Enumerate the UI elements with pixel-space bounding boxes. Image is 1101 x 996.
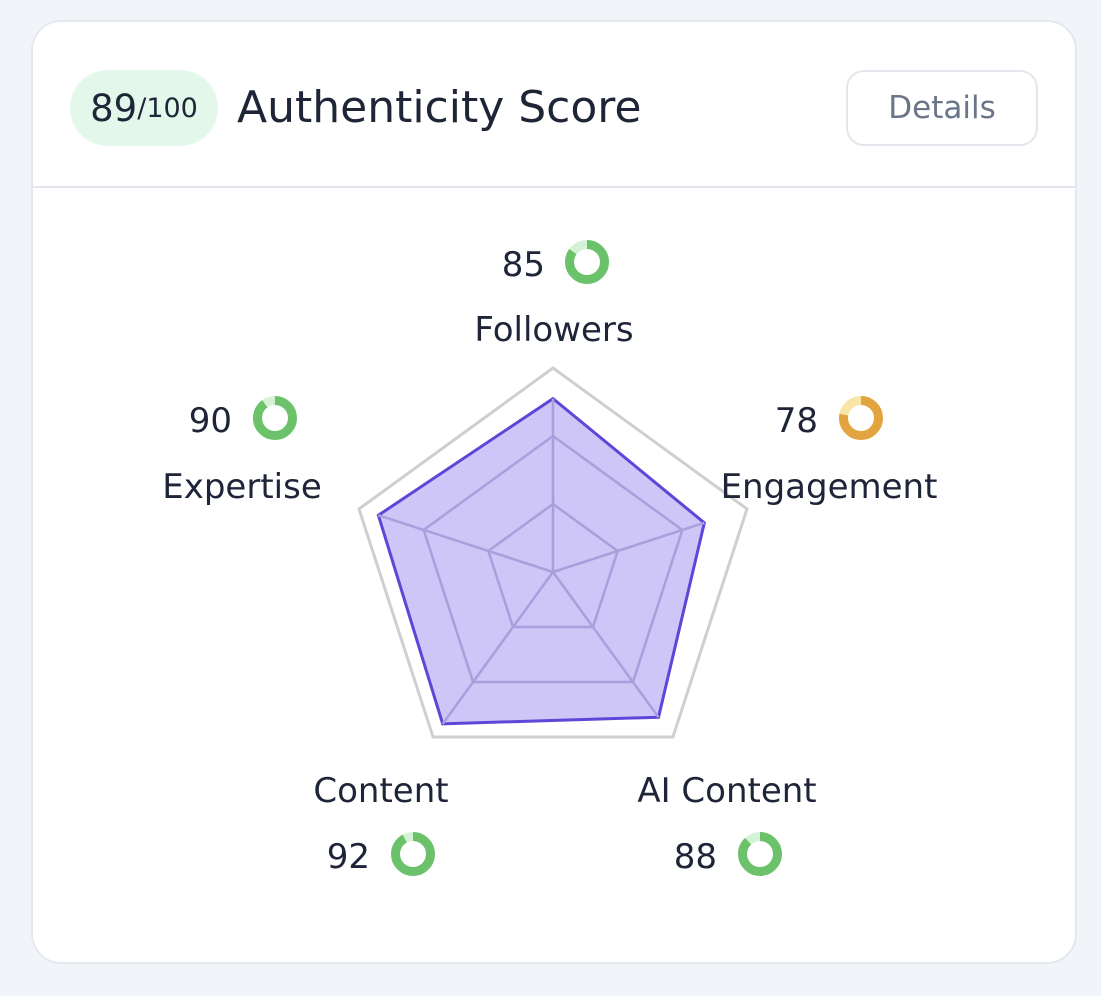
radar-ring [422, 434, 684, 684]
donut-progress [253, 396, 297, 440]
score-donut-icon [839, 396, 883, 440]
radar-axis-ai-content: AI Content 88 [637, 771, 816, 877]
axis-label-followers: Followers [474, 310, 633, 350]
score-donut-icon [565, 240, 609, 284]
radar-axis-engagement: Engagement 78 [721, 396, 938, 507]
axis-value-ai-content: 88 [674, 837, 717, 877]
radar-axis-content: Content 92 [313, 771, 448, 877]
donut-progress [565, 240, 609, 284]
radar-labels: Followers 85 Engagement 78 AI Content 88 Conte… [162, 240, 938, 877]
score-value: 89 [90, 86, 138, 130]
axis-label-content: Content [313, 771, 448, 811]
radar-spoke [377, 514, 554, 574]
radar-inner-grid [377, 398, 705, 725]
axis-value-followers: 85 [502, 245, 545, 285]
axis-label-expertise: Expertise [162, 467, 322, 507]
radar-spoke [441, 571, 555, 725]
authenticity-card: 89/100 Authenticity Score Details [31, 20, 1077, 964]
axis-value-content: 92 [327, 837, 370, 877]
axis-label-ai-content: AI Content [637, 771, 816, 811]
radar-data-area [376, 396, 707, 726]
radar-axis-expertise: Expertise 90 [162, 396, 322, 507]
axis-value-engagement: 78 [775, 401, 818, 441]
axis-label-engagement: Engagement [721, 467, 938, 507]
radar-ring [486, 502, 620, 629]
radar-spoke [551, 571, 660, 718]
card-title: Authenticity Score [237, 82, 642, 133]
radar-grid [357, 366, 749, 739]
radar-outer-ring [357, 366, 749, 739]
details-button[interactable]: Details [846, 70, 1038, 146]
axis-value-expertise: 90 [189, 401, 232, 441]
score-donut-icon [738, 832, 782, 876]
donut-progress [391, 832, 435, 876]
card-header: 89/100 Authenticity Score Details [33, 22, 1075, 188]
score-donut-icon [391, 832, 435, 876]
radar-axis-followers: Followers 85 [474, 240, 634, 350]
radar-spoke [552, 521, 705, 574]
score-badge: 89/100 [70, 70, 218, 146]
donut-progress [738, 832, 782, 876]
score-donut-icon [253, 396, 297, 440]
score-max: /100 [137, 92, 198, 124]
donut-progress [839, 396, 883, 440]
